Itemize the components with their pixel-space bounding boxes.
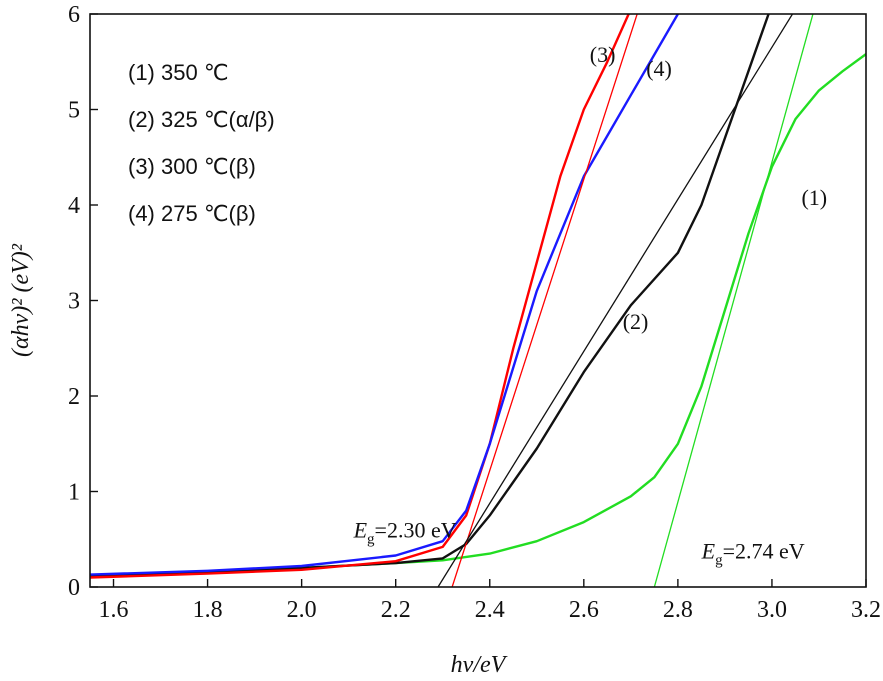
x-tick-label-6: 2.6 [569,597,599,623]
x-tick-label-7: 2.8 [663,597,693,623]
plot-frame [89,13,867,588]
tangent-line-2 [437,14,794,587]
band-gap-annotation-2: Eg=2.74 eV [701,538,805,568]
curve-label-3: (2) [623,309,649,334]
curve-label-2: (4) [646,56,672,81]
curve-label-1: (3) [590,42,616,67]
x-tick-label-1: 1.6 [99,597,129,623]
series-curve-3 [90,14,630,579]
ticks-layer: 1.6 1.8 2.0 2.2 2.4 2.6 2.8 3.0 3.2 0 1 2 3 4 5 6 [68,2,881,623]
legend-entry-2: (2) 325 ℃(α/β) [128,107,275,132]
y-tick-label-3: 2 [68,384,80,410]
y-axis-title: (αhν)² (eV)² [8,243,34,357]
y-tick-label-1: 0 [68,575,80,601]
x-axis-title: hν/eV [451,652,508,678]
x-tick-label-5: 2.4 [475,597,505,623]
tangent-layer [437,14,814,587]
curve-label-4: (1) [801,185,827,210]
tangent-line-3 [653,14,814,587]
y-tick-label-4: 3 [68,289,80,315]
x-tick-label-2: 1.8 [193,597,223,623]
labels-layer: (3) (4) (2) (1) Eg=2.30 eV Eg=2.74 eV [353,42,827,569]
tangent-line-1 [451,14,638,587]
legend-entry-1: (1) 350 ℃ [128,60,229,85]
y-tick-label-2: 1 [68,480,80,506]
series-curve-4 [90,14,680,576]
series-curve-1 [90,52,866,577]
x-tick-label-9: 3.2 [851,597,881,623]
y-tick-label-5: 4 [68,193,80,219]
legend-entry-4: (4) 275 ℃(β) [128,201,256,226]
y-tick-label-6: 5 [68,98,80,124]
series-curve-2 [90,14,770,577]
y-tick-label-7: 6 [68,2,80,28]
band-gap-annotation-1: Eg=2.30 eV [353,517,457,547]
x-tick-label-3: 2.0 [287,597,317,623]
legend: (1) 350 ℃ (2) 325 ℃(α/β) (3) 300 ℃(β) (4… [128,60,275,226]
series-layer [90,14,866,579]
x-tick-label-4: 2.2 [381,597,411,623]
x-tick-label-8: 3.0 [757,597,787,623]
legend-entry-3: (3) 300 ℃(β) [128,154,256,179]
